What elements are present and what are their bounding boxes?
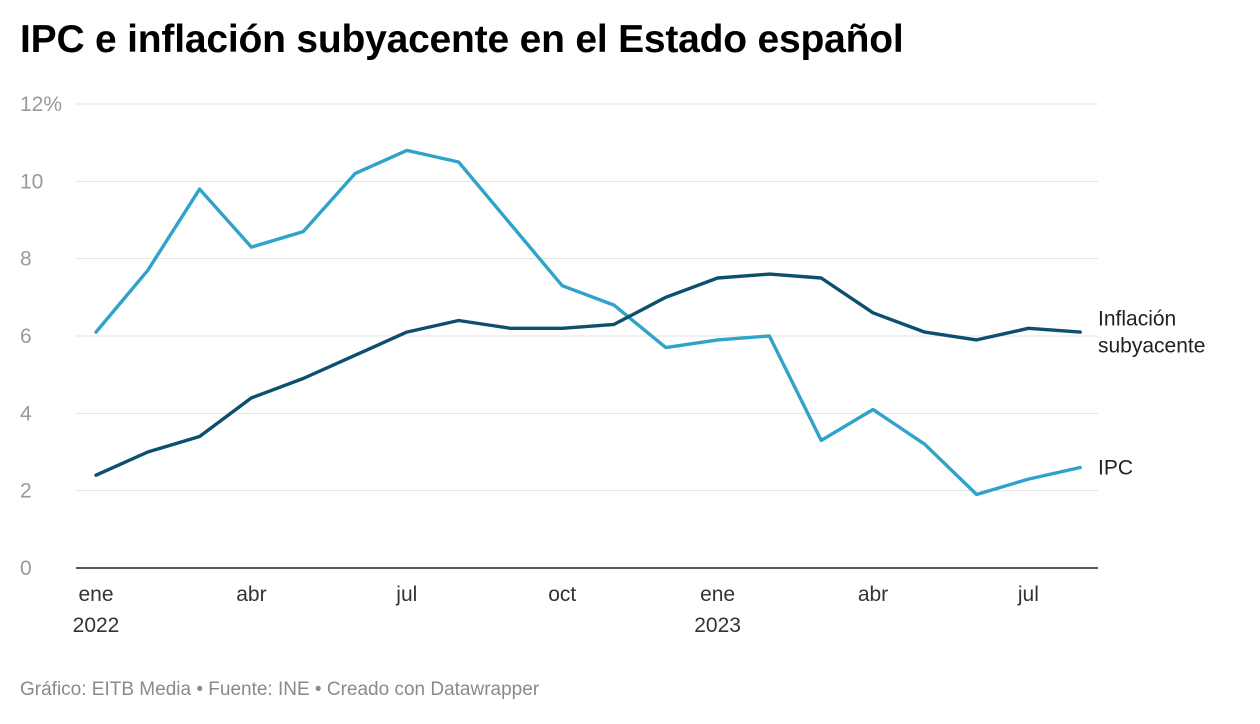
gridlines <box>76 103 1098 569</box>
x-tick-label-3: abr <box>236 583 266 606</box>
x-tick-year-12: 2023 <box>694 614 741 637</box>
x-tick-label-15: abr <box>858 583 888 606</box>
y-tick-label-8: 8 <box>20 248 32 271</box>
x-tick-year-0: 2022 <box>73 614 120 637</box>
line-chart: 0 2 4 6 8 10 12% ene 2022 abr jul oct ene 2023 abr jul… <box>20 93 1205 637</box>
y-tick-label-2: 2 <box>20 480 32 503</box>
y-tick-label-10: 10 <box>20 170 43 193</box>
x-axis-tick-labels: ene 2022 abr jul oct ene 2023 abr jul <box>73 583 1039 637</box>
x-tick-label-12: ene <box>700 583 735 606</box>
y-tick-label-6: 6 <box>20 325 32 348</box>
x-tick-label-9: oct <box>548 583 576 606</box>
series-lines <box>94 148 1082 497</box>
series-label-ipc: IPC <box>1098 456 1133 479</box>
chart-credits: Gráfico: EITB Media • Fuente: INE • Crea… <box>20 679 540 700</box>
series-label-inflacion-subyacente-line-1: subyacente <box>1098 335 1205 358</box>
y-tick-label-12: 12% <box>20 93 62 116</box>
series-line-inflacion-subyacente <box>94 272 1082 477</box>
y-tick-label-4: 4 <box>20 402 32 425</box>
series-labels: IPC Inflación subyacente <box>1098 308 1205 480</box>
y-axis-tick-labels: 0 2 4 6 8 10 12% <box>20 93 62 580</box>
x-tick-label-18: jul <box>1017 583 1039 606</box>
x-tick-label-6: jul <box>395 583 417 606</box>
series-line-ipc <box>94 148 1082 497</box>
series-label-inflacion-subyacente-line-0: Inflación <box>1098 308 1176 331</box>
y-tick-label-0: 0 <box>20 557 32 580</box>
chart-title: IPC e inflación subyacente en el Estado … <box>20 18 904 61</box>
x-tick-label-0: ene <box>78 583 113 606</box>
